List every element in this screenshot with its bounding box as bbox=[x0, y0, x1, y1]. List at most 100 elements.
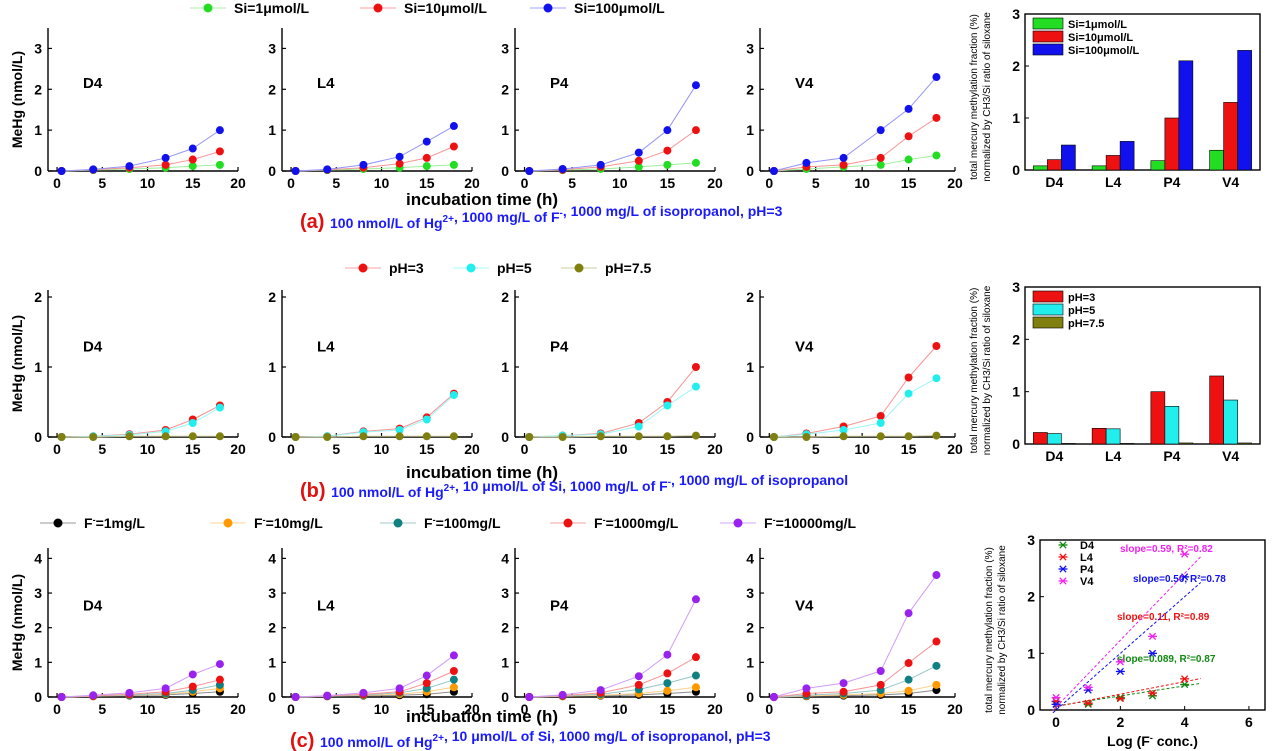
panel-label: L4 bbox=[317, 339, 335, 356]
x-tick-label: 5 bbox=[332, 441, 340, 457]
series-line bbox=[773, 76, 937, 172]
panel-label: P4 bbox=[550, 598, 569, 615]
data-point bbox=[188, 682, 197, 691]
data-point bbox=[596, 686, 605, 695]
data-point bbox=[663, 160, 672, 169]
y-tick-label: 2 bbox=[268, 620, 276, 636]
category-label: L4 bbox=[1105, 448, 1122, 464]
data-point bbox=[904, 155, 913, 164]
panel-label: P4 bbox=[550, 339, 569, 356]
series-line bbox=[61, 407, 221, 438]
x-tick-label: 15 bbox=[660, 701, 676, 717]
data-point bbox=[663, 126, 672, 135]
y-tick-label: 0 bbox=[501, 163, 509, 179]
y-tick-label: 3 bbox=[1027, 532, 1035, 548]
y-tick-label: 0 bbox=[1027, 702, 1035, 718]
side-y-title-line1: total mercury methylation fraction (%) bbox=[969, 288, 980, 454]
x-tick-label: 10 bbox=[374, 441, 390, 457]
x-tick-label: 5 bbox=[568, 441, 576, 457]
data-point bbox=[932, 637, 941, 646]
series-line bbox=[773, 345, 937, 438]
star-marker bbox=[1116, 695, 1124, 703]
y-tick-label: 1 bbox=[1027, 645, 1035, 661]
data-point bbox=[876, 160, 885, 169]
data-point bbox=[876, 667, 885, 676]
category-label: V4 bbox=[1222, 448, 1239, 464]
data-point bbox=[359, 432, 368, 441]
star-marker bbox=[1052, 693, 1060, 702]
series-line bbox=[529, 386, 697, 438]
caption: (a) 100 nmol/L of Hg2+, 1000 mg/L of F-,… bbox=[300, 203, 783, 233]
line-panel-a-L4: 0 1 2 3 0 5 10 15 20 L4 bbox=[268, 28, 480, 191]
legend-marker bbox=[563, 518, 573, 528]
y-tick-label: 3 bbox=[268, 40, 276, 56]
legend-label: pH=3 bbox=[1068, 292, 1095, 304]
x-tick-label: 5 bbox=[568, 175, 576, 191]
fit-line bbox=[1052, 556, 1202, 711]
series-line bbox=[529, 84, 697, 172]
bar bbox=[1091, 427, 1107, 445]
series-line bbox=[529, 656, 697, 698]
fit-annotation: slope=0.59, R²=0.82 bbox=[1120, 544, 1213, 555]
x-tick-label: 20 bbox=[230, 701, 246, 717]
star-marker bbox=[1148, 689, 1157, 697]
y-tick-label: 0 bbox=[746, 163, 754, 179]
data-point bbox=[663, 401, 672, 410]
line-panel-c-L4: 0 1 2 3 4 0 5 10 15 20 L4 bbox=[268, 548, 480, 717]
data-point bbox=[634, 422, 643, 431]
x-tick-label: 15 bbox=[185, 441, 201, 457]
side-y-title-line1: total mercury methylation fraction (%) bbox=[984, 547, 995, 713]
data-point bbox=[932, 151, 941, 160]
x-tick-label: 10 bbox=[140, 441, 156, 457]
data-point bbox=[691, 595, 700, 604]
legend-swatch bbox=[1032, 303, 1064, 316]
y-tick-label: 1 bbox=[34, 359, 42, 375]
plot-frame bbox=[1024, 286, 1261, 445]
legend-marker bbox=[358, 263, 368, 273]
category-label: L4 bbox=[1105, 174, 1122, 190]
x-tick-label: 5 bbox=[812, 701, 820, 717]
y-tick-label: 2 bbox=[34, 620, 42, 636]
legend-label: Si=100μmol/L bbox=[1068, 45, 1140, 57]
data-point bbox=[125, 688, 134, 697]
x-tick-label: 10 bbox=[612, 175, 628, 191]
scatter-panel-c: 0 1 2 3 0 2 4 6 Log (F- conc.) D4 slope=0.089, R²=… bbox=[1027, 532, 1266, 749]
x-tick-label: 0 bbox=[765, 441, 773, 457]
bar bbox=[1237, 442, 1252, 445]
bar-panel-b: 0 1 2 3 D4 L4 P4 V4 pH=3pH=5pH=7.5 bbox=[1012, 279, 1261, 464]
bar-panel-a: 0 1 2 3 D4 L4 P4 V4 Si=1μmol/LSi=10μmol/LSi=100μ… bbox=[1012, 6, 1261, 190]
data-point bbox=[215, 160, 224, 169]
data-point bbox=[215, 126, 224, 135]
y-tick-label: 0 bbox=[1012, 436, 1020, 452]
star-marker bbox=[1059, 553, 1067, 561]
data-point bbox=[449, 432, 458, 441]
data-point bbox=[89, 165, 98, 174]
bar bbox=[1061, 144, 1076, 171]
data-point bbox=[188, 162, 197, 171]
y-tick-label: 1 bbox=[34, 654, 42, 670]
data-point bbox=[876, 153, 885, 162]
data-point bbox=[215, 432, 224, 441]
category-label: D4 bbox=[1045, 448, 1063, 464]
data-point bbox=[395, 159, 404, 168]
data-point bbox=[215, 660, 224, 669]
line-panel-c-P4: 0 1 2 3 4 0 5 10 15 20 P4 bbox=[501, 548, 723, 717]
series-line bbox=[295, 394, 455, 438]
x-tick-label: 0 bbox=[53, 175, 61, 191]
data-point bbox=[634, 432, 643, 441]
y-tick-label: 2 bbox=[1012, 331, 1020, 347]
legend-marker bbox=[223, 518, 233, 528]
y-tick-label: 2 bbox=[501, 81, 509, 97]
data-point bbox=[839, 687, 848, 696]
data-point bbox=[691, 683, 700, 692]
legend-label: Si=1μmol/L bbox=[1068, 19, 1127, 31]
data-point bbox=[904, 104, 913, 113]
x-tick-label: 15 bbox=[901, 701, 917, 717]
data-point bbox=[323, 433, 332, 441]
data-point bbox=[802, 684, 811, 693]
legend-marker bbox=[53, 518, 63, 528]
series-line bbox=[773, 641, 937, 698]
data-point bbox=[395, 152, 404, 161]
series-line bbox=[529, 599, 697, 698]
